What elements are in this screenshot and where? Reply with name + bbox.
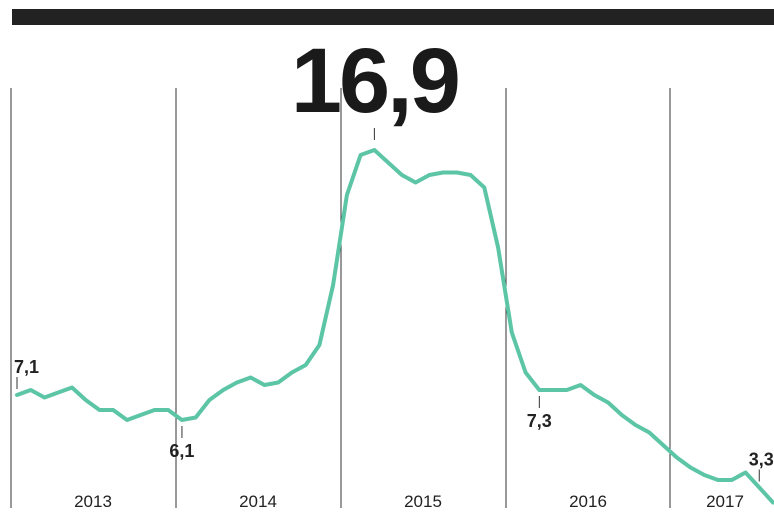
year-separators [10, 88, 671, 508]
annotation-1: 6,1 [169, 426, 194, 461]
series-line [15, 148, 774, 505]
annotation-label: 7,1 [14, 357, 39, 377]
annotation-4: 3,3 [749, 450, 774, 482]
value-annotations: 7,1 6,1 16,9 7,3 3,3 [14, 30, 774, 482]
annotation-label: 6,1 [169, 441, 194, 461]
year-label-2016: 2016 [569, 492, 607, 511]
year-label-2015: 2015 [404, 492, 442, 511]
annotation-label: 7,3 [527, 411, 552, 431]
annotation-2: 16,9 [291, 30, 461, 140]
annotation-label: 3,3 [749, 450, 774, 470]
year-label-2013: 2013 [74, 492, 112, 511]
annotation-label: 16,9 [291, 30, 458, 132]
top-bar [12, 9, 774, 25]
annotation-0: 7,1 [14, 357, 39, 389]
year-label-2017: 2017 [706, 492, 744, 511]
year-label-2014: 2014 [239, 492, 277, 511]
year-labels: 2013 2014 2015 2016 2017 [74, 492, 744, 511]
annotation-3: 7,3 [527, 396, 552, 431]
